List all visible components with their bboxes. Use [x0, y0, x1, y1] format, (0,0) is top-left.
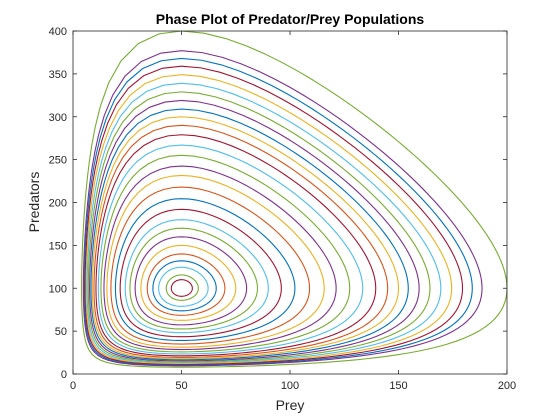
orbit-line	[84, 65, 464, 366]
orbit-line	[85, 74, 453, 365]
y-tick-label: 50	[55, 326, 67, 338]
y-tick-label: 350	[49, 69, 67, 81]
orbit-line	[95, 134, 377, 357]
y-tick-label: 0	[61, 369, 67, 381]
orbit-line	[119, 208, 282, 338]
orbit-line	[124, 219, 269, 334]
series-group	[81, 31, 507, 368]
y-axis-label: Predators	[26, 172, 42, 233]
orbit-line	[129, 227, 258, 330]
ticks-group: 0 50 100 150 200 0 50 100 150 200 250 300 350 400	[49, 26, 517, 392]
y-tick-label: 250	[49, 155, 67, 167]
y-tick-label: 400	[49, 26, 67, 38]
orbit-line	[158, 266, 209, 307]
chart-title: Phase Plot of Predator/Prey Populations	[156, 11, 425, 27]
y-tick-label: 150	[49, 240, 67, 252]
orbit-line	[134, 236, 248, 326]
orbit-line	[114, 198, 296, 341]
orbit-line	[86, 82, 442, 364]
x-tick-label: 100	[281, 380, 299, 392]
orbit-line	[90, 108, 409, 361]
orbit-line	[91, 116, 400, 360]
x-tick-label: 200	[498, 380, 516, 392]
orbit-line	[152, 260, 217, 312]
y-tick-label: 100	[49, 283, 67, 295]
x-tick-label: 50	[175, 380, 187, 392]
orbit-line	[87, 91, 431, 363]
orbit-line	[82, 50, 483, 367]
orbit-line	[81, 31, 507, 368]
orbit-line	[83, 57, 473, 366]
orbit-line	[103, 165, 337, 351]
orbit-line	[89, 99, 420, 362]
orbit-line	[100, 154, 351, 353]
orbit-line	[106, 174, 325, 348]
y-tick-label: 300	[49, 112, 67, 124]
x-tick-label: 0	[70, 380, 76, 392]
orbit-line	[93, 124, 389, 358]
orbit-line	[110, 186, 311, 345]
orbit-line	[146, 253, 226, 316]
orbit-line	[97, 144, 364, 355]
orbit-line	[170, 279, 193, 297]
y-tick-label: 200	[49, 198, 67, 210]
orbit-line	[165, 274, 199, 301]
x-axis-label: Prey	[276, 397, 305, 413]
orbit-line	[140, 244, 237, 321]
x-tick-label: 150	[389, 380, 407, 392]
